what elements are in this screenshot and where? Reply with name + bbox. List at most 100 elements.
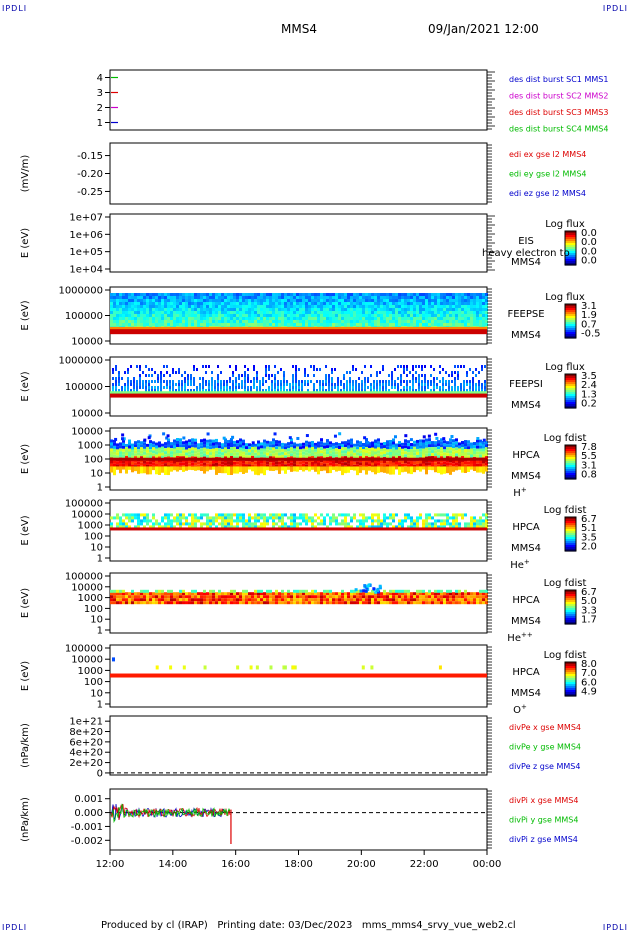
panel-edi-tick-label-1: -0.20: [77, 169, 103, 180]
panel-divpe-tick-label-5: 0: [97, 768, 103, 779]
panel-divpi-tick-label-2: -0.001: [71, 822, 103, 833]
panel-hpca_o-colorbar-tick-2: 6.0: [581, 677, 597, 688]
panel-divpi-frame: [109, 788, 488, 851]
panel-edi-legend-2: edi ez gse l2 MMS4: [509, 189, 586, 198]
panel-divpe-tick-label-0: 1e+21: [69, 717, 103, 728]
panel-eis-side-label-instrument: EIS: [518, 236, 534, 247]
time-axis-label-3: 18:00: [284, 859, 313, 870]
panel-eis-colorbar: [564, 230, 577, 266]
panel-hpca_h-colorbar-tick-2: 3.1: [581, 460, 597, 471]
panel-divpe-frame: [109, 715, 488, 776]
panel-hpca_h-species-label: H+: [513, 486, 527, 499]
panel-hpca_o-side-label-instrument: HPCA: [512, 667, 540, 678]
panel-feepse-tick-label-1: 100000: [65, 311, 103, 322]
panel-divpi-legend-2: divPi z gse MMS4: [509, 835, 578, 844]
panel-hpca_h-colorbar-tick-3: 0.8: [581, 470, 597, 481]
panel-feepse: 1000000 100000 10000 E (eV) FEEPSE MMS4 Log fl…: [20, 286, 601, 348]
panel-hpca_h-tick-label-3: 10: [90, 469, 103, 480]
panel-eis-tick-label-3: 1e+04: [69, 265, 103, 276]
panel-eis-colorbar-tick-1: 0.0: [581, 237, 597, 248]
panel-eis-tick-label-1: 1e+06: [69, 230, 103, 241]
panel-hpca_he-ylabel: E (eV): [20, 515, 31, 545]
panel-hpca_h-colorbar: [564, 444, 577, 480]
panel-feepse-colorbar-tick-3: -0.5: [581, 329, 601, 340]
panel-feepsi-colorbar-tick-2: 1.3: [581, 389, 597, 400]
panel-eis-tick-label-2: 1e+05: [69, 247, 103, 258]
panel-hpca_he-colorbar-tick-3: 2.0: [581, 542, 597, 553]
panel-feepse-colorbar-tick-1: 1.9: [581, 310, 597, 321]
panel-hpca_h-colorbar-tick-0: 7.8: [581, 442, 597, 453]
panel-feepse-colorbar-title: Log flux: [545, 292, 585, 303]
panel-eis-tick-label-0: 1e+07: [69, 213, 103, 224]
panel-hpca_o-tick-label-2: 1000: [78, 666, 103, 677]
panel-divpi-ylabel: (nPa/km): [20, 797, 31, 842]
time-axis-label-4: 20:00: [347, 859, 376, 870]
panel-divpe-legend-2: divPe z gse MMS4: [509, 762, 580, 771]
panel-feepsi-side-label-instrument: FEEPSI: [509, 379, 543, 390]
datetime-title: 09/Jan/2021 12:00: [428, 22, 539, 36]
panel-hpca_he-frame: [109, 499, 488, 562]
panel-hpca_o-ylabel: E (eV): [20, 661, 31, 691]
panel-feepsi-heatmap: [110, 365, 487, 398]
panel-hpca_h-heatmap: [110, 432, 488, 476]
panel-hpca_he-side-label-instrument: HPCA: [512, 522, 540, 533]
panel-hpca_o-tick-label-4: 10: [90, 688, 103, 699]
panel-divpi-tick-label-1: 0.000: [74, 808, 103, 819]
panel-divpe-ylabel: (nPa/km): [20, 723, 31, 768]
panel-hpca_he-colorbar-tick-0: 6.7: [581, 514, 597, 525]
panel-hpca_o-tick-label-5: 1: [97, 700, 103, 711]
panel-divpi: 0.001 0.000 -0.001 -0.002 (nPa/km) divPi x gs…: [20, 788, 578, 851]
panel-hpca_he-tick-label-1: 10000: [71, 510, 103, 521]
panel-hpca_h-side-label-instrument: HPCA: [512, 450, 540, 461]
panel-feepse-tick-label-2: 10000: [71, 337, 103, 348]
panel-hpca_hepp-colorbar: [564, 589, 577, 625]
panel-feepsi-side-label-spacecraft: MMS4: [511, 400, 541, 411]
panel-hpca_he-tick-label-5: 1: [97, 554, 103, 565]
panel-hpca_h-tick-label-2: 100: [84, 455, 103, 466]
panel-hpca_o-tick-label-1: 10000: [71, 655, 103, 666]
panel-divpe-legend-1: divPe y gse MMS4: [509, 743, 581, 752]
time-axis-label-6: 00:00: [473, 859, 502, 870]
time-axis-label-0: 12:00: [96, 859, 125, 870]
panel-hpca_h-tick-label-1: 1000: [78, 441, 103, 452]
corner-label-bottom-left: IPDLI: [2, 923, 28, 932]
panel-eis-ylabel: E (eV): [20, 228, 31, 258]
panel-hpca_o-side-label-spacecraft: MMS4: [511, 688, 541, 699]
panel-hpca_o-species-label: O+: [513, 703, 527, 716]
panel-hpca_he-side-label-spacecraft: MMS4: [511, 543, 541, 554]
panel-feepsi-colorbar-title: Log flux: [545, 362, 585, 373]
panel-hpca_hepp-ylabel: E (eV): [20, 588, 31, 618]
panel-edi-tick-label-0: -0.15: [77, 151, 103, 162]
panel-hpca_hepp-side-label-instrument: HPCA: [512, 595, 540, 606]
panel-burst-tick-label-1: 2: [97, 103, 103, 114]
panel-burst-frame: [109, 69, 488, 131]
panel-feepse-colorbar-tick-0: 3.1: [581, 301, 597, 312]
panel-feepsi-colorbar-tick-3: 0.2: [581, 399, 597, 410]
panel-edi-legend-0: edi ex gse l2 MMS4: [509, 150, 586, 159]
panel-hpca_he-species-label: He+: [510, 558, 530, 571]
time-axis-label-1: 14:00: [158, 859, 187, 870]
panel-burst-legend-3: des dist burst SC4 MMS4: [509, 125, 608, 134]
panel-hpca_he-tick-label-2: 1000: [78, 521, 103, 532]
panel-hpca_o-colorbar-tick-1: 7.0: [581, 668, 597, 679]
panel-divpi-series-2: [110, 803, 231, 824]
panel-feepse-heatmap: [110, 293, 488, 335]
panel-divpi-tick-label-3: -0.002: [71, 836, 103, 847]
panel-hpca_he-colorbar-tick-2: 3.5: [581, 532, 597, 543]
panel-hpca_hepp-colorbar-tick-0: 6.7: [581, 587, 597, 598]
panel-eis-colorbar-tick-3: 0.0: [581, 256, 597, 267]
panel-feepse-side-label-instrument: FEEPSE: [507, 309, 544, 320]
panel-divpi-legend-0: divPi x gse MMS4: [509, 796, 578, 805]
panel-feepse-colorbar-tick-2: 0.7: [581, 319, 597, 330]
corner-label-bottom-right: IPDLI: [602, 923, 628, 932]
panel-feepsi-tick-label-1: 100000: [65, 382, 103, 393]
panel-divpe-legend-0: divPe x gse MMS4: [509, 723, 581, 732]
panel-edi-tick-label-2: -0.25: [77, 187, 103, 198]
panel-hpca_he-tick-label-0: 100000: [65, 499, 103, 510]
panel-hpca_he-tick-label-3: 100: [84, 532, 103, 543]
panel-hpca_hepp-side-label-spacecraft: MMS4: [511, 616, 541, 627]
panel-eis: 1e+07 1e+06 1e+05 1e+04 E (eV) EIS MMS4 Log flu…: [20, 213, 597, 276]
panel-eis-frame: [109, 213, 488, 273]
panel-divpi-legend-1: divPi y gse MMS4: [509, 816, 578, 825]
